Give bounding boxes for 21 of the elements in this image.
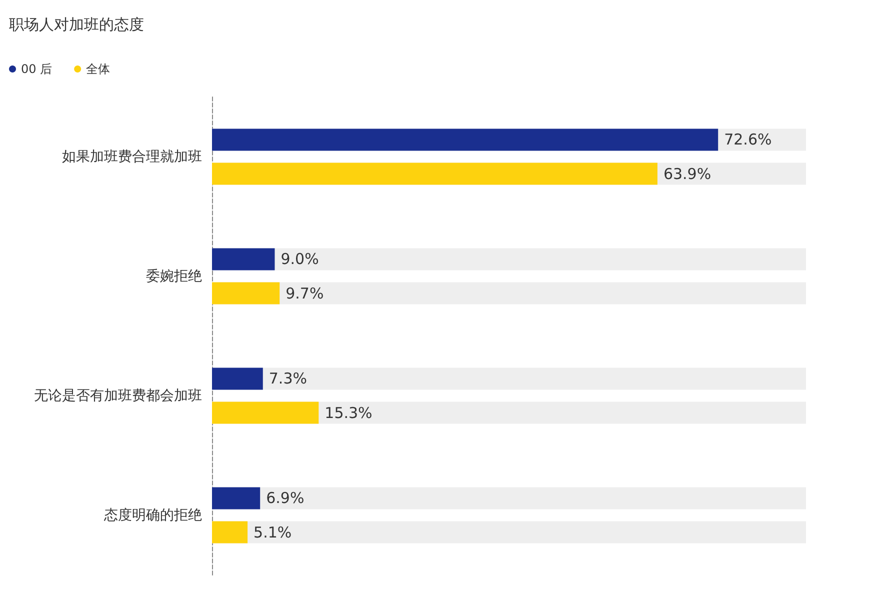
data-label: 9.0% [280, 250, 319, 268]
data-label: 5.1% [254, 523, 292, 542]
legend-label: 全体 [86, 62, 110, 76]
bar [212, 282, 280, 304]
y-tick-label: 委婉拒绝 [146, 268, 202, 284]
bar [212, 487, 260, 510]
bar [212, 521, 248, 544]
legend-label: 00 后 [21, 62, 52, 76]
bar [212, 248, 275, 270]
y-tick-label: 如果加班费合理就加班 [62, 148, 202, 165]
data-label: 7.3% [268, 370, 307, 388]
data-label: 6.9% [266, 489, 304, 508]
text: 职场人对加班的态度 [9, 16, 144, 34]
data-label: 15.3% [324, 404, 372, 422]
data-label: 63.9% [663, 164, 712, 183]
bar [212, 402, 319, 424]
y-tick-label: 无论是否有加班费都会加班 [34, 388, 202, 404]
bar [212, 368, 263, 390]
data-label: 72.6% [724, 130, 772, 149]
y-tick-label: 态度明确的拒绝 [103, 507, 202, 524]
data-label: 9.7% [286, 284, 324, 302]
